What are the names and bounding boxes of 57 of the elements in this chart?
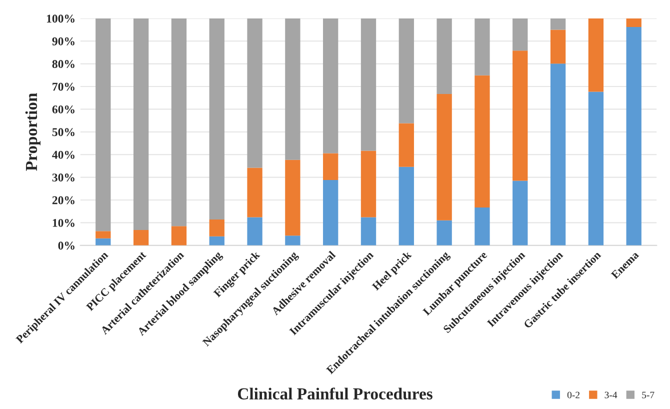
bar xyxy=(398,18,414,124)
bar xyxy=(436,220,452,246)
y-tick-label: 40% xyxy=(52,150,74,159)
bar xyxy=(360,217,376,246)
bar xyxy=(285,160,300,236)
bar xyxy=(626,27,642,246)
bar xyxy=(398,166,414,246)
bar xyxy=(133,230,149,246)
y-tick-label: 100% xyxy=(46,14,74,23)
bar xyxy=(512,18,528,51)
bar xyxy=(588,18,604,92)
bar xyxy=(474,207,490,246)
bar xyxy=(550,64,566,246)
y-tick-label: 80% xyxy=(52,60,74,68)
bar xyxy=(247,168,262,218)
x-axis-title: Clinical Painful Procedures xyxy=(238,388,432,400)
bar xyxy=(209,18,224,220)
legend-label: 3-4 xyxy=(604,392,618,398)
bar xyxy=(360,150,376,218)
bar xyxy=(512,180,528,246)
bar xyxy=(323,153,338,180)
bar xyxy=(474,18,490,76)
bar xyxy=(247,18,262,168)
bar xyxy=(96,231,111,238)
bar xyxy=(398,123,414,167)
bar xyxy=(323,180,338,246)
y-tick-label: 60% xyxy=(52,105,74,114)
bar xyxy=(550,18,566,30)
bar xyxy=(209,236,224,246)
bar xyxy=(436,94,452,220)
y-tick-label: 20% xyxy=(52,196,74,204)
bar xyxy=(133,18,149,230)
y-tick-label: 0% xyxy=(58,242,74,250)
bar xyxy=(96,18,111,232)
bar xyxy=(171,18,187,226)
bar xyxy=(171,226,187,246)
bar xyxy=(360,18,376,151)
bar xyxy=(323,18,338,154)
bar xyxy=(96,238,111,246)
bar xyxy=(550,30,566,64)
bar xyxy=(285,18,300,160)
y-tick-label: 90% xyxy=(52,37,74,46)
legend-label: 0-2 xyxy=(567,392,580,398)
bar xyxy=(588,92,604,246)
y-tick-label: 30% xyxy=(52,174,74,182)
bar xyxy=(247,217,262,246)
bar xyxy=(209,220,224,236)
legend-label: 5-7 xyxy=(642,392,654,398)
bar xyxy=(512,50,528,181)
y-axis-title: Proportion xyxy=(25,92,40,171)
y-tick-label: 70% xyxy=(52,82,74,91)
bar xyxy=(285,236,300,246)
y-tick-label: 50% xyxy=(52,128,74,136)
bar xyxy=(436,18,452,94)
bar xyxy=(474,75,490,208)
y-tick-label: 10% xyxy=(52,218,74,227)
bar xyxy=(626,18,642,28)
